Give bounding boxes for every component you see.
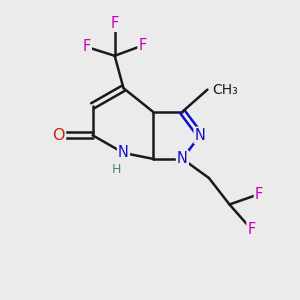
Text: F: F <box>248 222 256 237</box>
Text: F: F <box>139 38 147 53</box>
Text: H: H <box>112 163 121 176</box>
Text: N: N <box>177 151 188 166</box>
Text: F: F <box>82 39 91 54</box>
Text: F: F <box>110 16 119 31</box>
Text: CH₃: CH₃ <box>212 82 238 97</box>
Text: F: F <box>255 187 263 202</box>
Text: O: O <box>52 128 65 143</box>
Text: N: N <box>118 146 129 160</box>
Text: N: N <box>195 128 206 143</box>
